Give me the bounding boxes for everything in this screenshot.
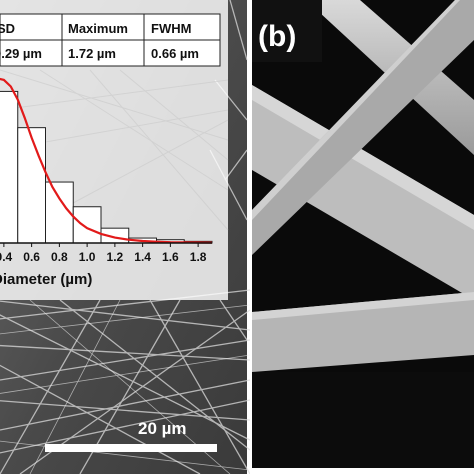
- table-value-maximum: 1.72 µm: [68, 46, 116, 61]
- panel-b-label: (b): [258, 20, 296, 53]
- x-tick-label-1: 0.6: [23, 250, 40, 264]
- x-ticks: 0.4 0.6 0.8 1.0 1.2 1.4 1.6 1.8: [0, 243, 207, 264]
- table-value-sd: 0.29 µm: [0, 46, 42, 61]
- histogram-bar-0: [0, 90, 19, 244]
- x-tick-label-2: 0.8: [51, 250, 68, 264]
- table-header-maximum: Maximum: [68, 21, 128, 36]
- table-header-sd: SD: [0, 21, 15, 36]
- scale-bar: 20 µm: [45, 419, 217, 452]
- histogram-bar-3: [72, 206, 102, 244]
- x-tick-label-3: 1.0: [79, 250, 96, 264]
- fit-curve: [0, 77, 213, 244]
- histogram-bar-1: [17, 127, 46, 244]
- histogram-panel: SD Maximum FWHM 0.29 µm 1.72 µm 0.66 µm …: [0, 0, 229, 300]
- x-tick-label-6: 1.6: [162, 250, 179, 264]
- scale-bar-label: 20 µm: [138, 419, 187, 438]
- stats-table: SD Maximum FWHM 0.29 µm 1.72 µm 0.66 µm: [0, 13, 221, 67]
- histogram-bars: [0, 90, 213, 244]
- x-tick-label-5: 1.4: [134, 250, 151, 264]
- table-value-fwhm: 0.66 µm: [151, 46, 199, 61]
- panel-b-sem-image: (b): [250, 0, 474, 474]
- x-tick-label-4: 1.2: [107, 250, 124, 264]
- x-axis-label: Diameter (µm): [0, 271, 92, 288]
- x-tick-label-7: 1.8: [190, 250, 207, 264]
- table-header-fwhm: FWHM: [151, 21, 191, 36]
- x-tick-label-0: 0.4: [0, 250, 13, 264]
